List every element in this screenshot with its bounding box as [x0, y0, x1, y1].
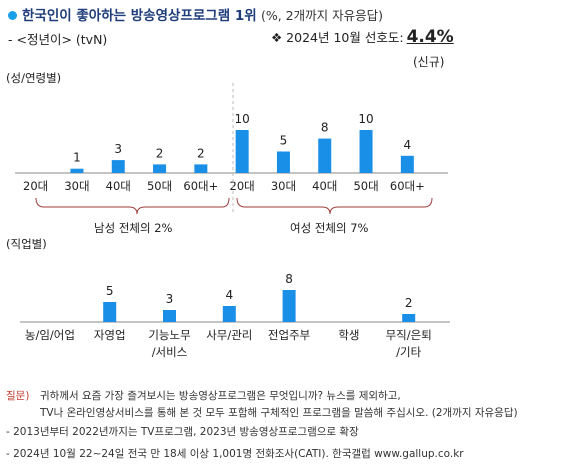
- tick-label: 무직/은퇴: [386, 328, 432, 342]
- data-label: 2: [405, 296, 413, 310]
- tick-label: 40대: [106, 179, 131, 193]
- data-label: 8: [321, 121, 329, 135]
- question-line-2: TV나 온라인영상서비스를 통해 본 것 모두 포함해 구체적인 프로그램을 말…: [40, 407, 518, 419]
- bar: [235, 130, 249, 173]
- tick-label: /기타: [396, 345, 421, 359]
- question-label: 질문): [6, 388, 29, 403]
- tick-label: 50대: [147, 179, 172, 193]
- tick-label: 학생: [338, 328, 359, 342]
- title-text: 한국인이 좋아하는 방송영상프로그램 1위: [22, 8, 257, 24]
- data-label: 5: [106, 284, 114, 298]
- bar: [402, 314, 416, 322]
- tick-label: 농/임/어업: [25, 328, 75, 342]
- rating-value: 4.4%: [406, 27, 454, 47]
- bar: [276, 151, 290, 173]
- note-2: - 2024년 10월 22~24일 전국 만 18세 이상 1,001명 전화…: [6, 448, 464, 460]
- bar: [153, 164, 167, 173]
- data-label: 5: [280, 134, 288, 148]
- tick-label: 20대: [230, 179, 255, 193]
- bar: [194, 164, 208, 173]
- bar: [163, 310, 176, 322]
- data-label: 8: [285, 272, 293, 286]
- note-1: - 2013년부터 2022년까지는 TV프로그램, 2023년 방송영상프로그…: [6, 426, 359, 438]
- gender-age-chart: 20대 1 30대 3 40대 2 50대 2 60대+ 10 20대 5 30대 8 40대 10 50대 4 6…: [15, 112, 448, 193]
- male-group-brace: [35, 197, 230, 215]
- tick-label: 30대: [271, 179, 296, 193]
- bullet-dot-icon: [8, 11, 17, 20]
- bar: [111, 160, 125, 173]
- tick-label: 전업주부: [268, 328, 310, 342]
- tick-label: 40대: [312, 179, 337, 193]
- program-name: - <정년이> (tvN): [8, 32, 108, 47]
- tick-label: 20대: [23, 179, 48, 193]
- bar: [70, 168, 84, 173]
- tick-label: 60대+: [183, 179, 218, 193]
- section-label-occupation: (직업별): [6, 237, 47, 251]
- tick-label: 사무/관리: [206, 328, 252, 342]
- data-label: 10: [358, 112, 373, 126]
- rating-line: ❖ 2024년 10월 선호도: 4.4%: [271, 27, 454, 47]
- tick-label: /서비스: [152, 345, 188, 359]
- new-tag: (신규): [413, 55, 445, 69]
- question-line-1: 귀하께서 요즘 가장 즐겨보시는 방송영상프로그램은 무엇입니까? 뉴스를 제외…: [40, 390, 401, 402]
- data-label: 3: [166, 292, 174, 306]
- question-prefix: 질문): [6, 390, 30, 402]
- data-label: 1: [73, 151, 81, 165]
- bar: [282, 290, 296, 322]
- bar: [359, 130, 373, 173]
- bar: [103, 302, 117, 322]
- chart-title: 한국인이 좋아하는 방송영상프로그램 1위 (%, 2개까지 자유응답): [8, 4, 383, 24]
- data-label: 4: [225, 288, 233, 302]
- tick-label: 60대+: [390, 179, 425, 193]
- data-label: 2: [197, 146, 205, 160]
- female-group-label: 여성 전체의 7%: [290, 221, 369, 235]
- tick-label: 기능노무: [148, 328, 190, 342]
- data-label: 10: [235, 112, 250, 126]
- data-label: 2: [156, 146, 164, 160]
- tick-label: 30대: [64, 179, 89, 193]
- male-group-label: 남성 전체의 2%: [94, 221, 173, 235]
- bar: [400, 155, 414, 173]
- title-unit: (%, 2개까지 자유응답): [260, 8, 383, 23]
- occupation-chart: 농/임/어업 5 자영업 3 기능노무/서비스 4 사무/관리 8 전업주부 학생 2 무직/은퇴/기…: [20, 272, 450, 359]
- data-label: 3: [114, 142, 122, 156]
- tick-label: 50대: [353, 179, 378, 193]
- rating-label: ❖ 2024년 10월 선호도:: [271, 30, 404, 45]
- bar: [222, 306, 236, 322]
- tick-label: 자영업: [94, 328, 126, 342]
- bar: [318, 138, 332, 173]
- data-label: 4: [404, 138, 412, 152]
- female-group-brace: [236, 197, 433, 215]
- section-label-gender-age: (성/연령별): [6, 71, 62, 85]
